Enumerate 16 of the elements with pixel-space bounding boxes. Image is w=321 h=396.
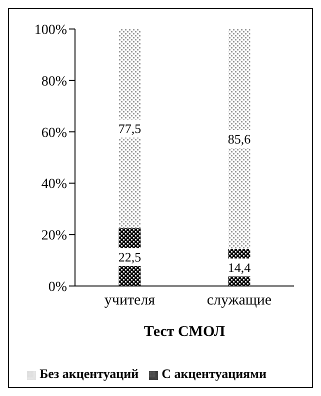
x-tick-label: служащие [206, 292, 272, 309]
data-label: 77,5 [118, 121, 142, 136]
data-label: 22,5 [118, 250, 142, 265]
bar [228, 29, 250, 249]
y-tick-label: 60% [41, 126, 68, 141]
y-tick-label: 40% [41, 177, 68, 192]
y-tick-label: 80% [41, 74, 68, 90]
x-axis-title: Тест СМОЛ [144, 324, 226, 340]
x-tick-label: учителя [104, 292, 156, 309]
y-tick-label: 20% [41, 228, 68, 244]
data-label: 14,4 [228, 260, 252, 275]
y-tick-label: 0% [48, 280, 68, 295]
legend-label: Без акцентуаций [40, 366, 139, 381]
legend-label: С акцентуациями [162, 366, 266, 381]
data-label: 85,6 [228, 131, 252, 146]
y-tick-label: 100% [34, 22, 68, 38]
